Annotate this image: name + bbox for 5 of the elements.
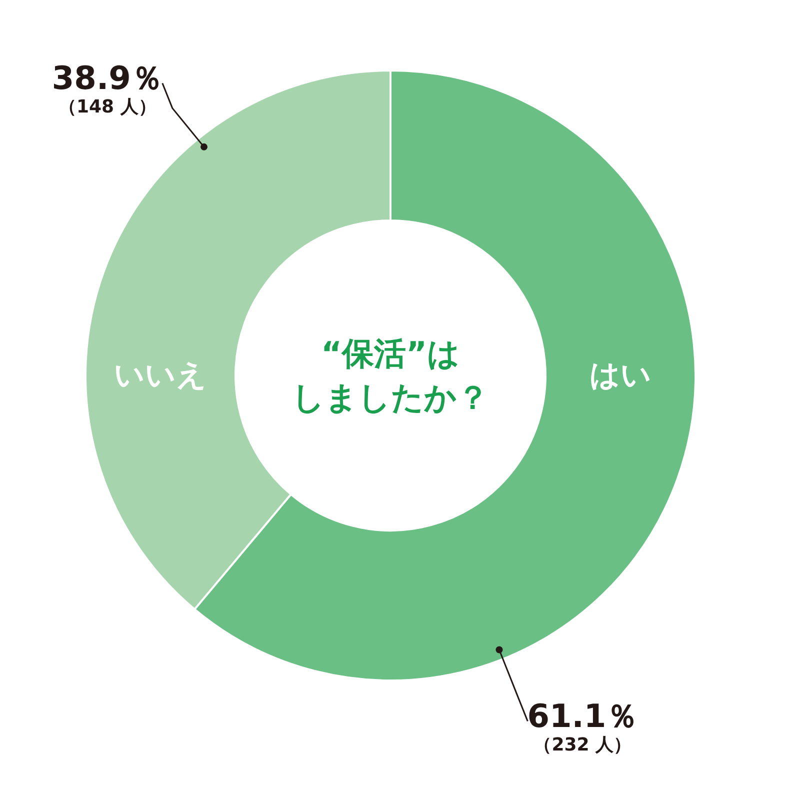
data-label: 61.1％（232 人）	[527, 697, 638, 756]
data-label: 38.9％（148 人）	[52, 59, 163, 118]
text: “保活”はしましたか？	[292, 334, 489, 416]
slice-label: はい	[590, 358, 652, 393]
slice-label: いいえ	[114, 358, 207, 393]
